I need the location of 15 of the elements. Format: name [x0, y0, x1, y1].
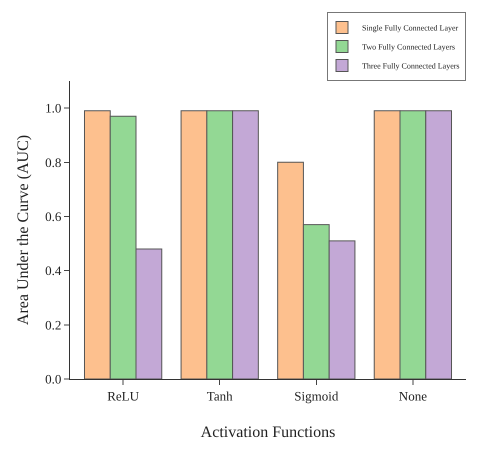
x-axis-title: Activation Functions — [200, 424, 336, 441]
y-tick-label: 0.6 — [45, 209, 62, 224]
x-tick-label: ReLU — [107, 388, 140, 404]
y-tick-label: 0.4 — [45, 263, 62, 278]
y-tick-label: 0.2 — [45, 317, 62, 332]
legend-label: Three Fully Connected Layers — [362, 62, 460, 71]
y-tick-label: 0.0 — [45, 372, 62, 387]
x-tick-label: None — [398, 388, 428, 404]
legend-label: Two Fully Connected Layers — [362, 42, 455, 52]
x-tick-label: Sigmoid — [294, 388, 339, 404]
y-axis-title: Area Under the Curve (AUC) — [15, 134, 32, 326]
y-tick-label: 0.8 — [45, 154, 62, 170]
x-tick-label: Tanh — [206, 388, 234, 404]
y-tick-label: 1.0 — [45, 100, 62, 116]
legend-label: Single Fully Connected Layer — [362, 24, 459, 33]
